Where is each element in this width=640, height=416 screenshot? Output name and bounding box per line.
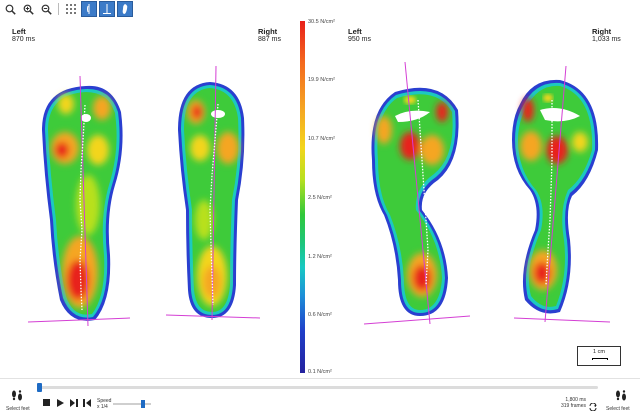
- color-scale-label: 0.6 N/cm²: [308, 312, 332, 318]
- color-scale-label: 19.9 N/cm²: [308, 77, 335, 83]
- pressure-color-scale: [300, 21, 305, 373]
- speed-label-group: Speed x 1/4: [97, 398, 111, 410]
- foot-side-label: Left: [348, 27, 362, 36]
- foot-side-label: Right: [592, 27, 612, 36]
- timeline-slider[interactable]: [37, 383, 598, 392]
- stop-icon[interactable]: [43, 399, 50, 408]
- footprints-icon[interactable]: [10, 389, 24, 408]
- step-forward-icon[interactable]: [70, 399, 78, 409]
- select-feet-label[interactable]: Select feet: [606, 406, 630, 412]
- scale-label: 1 cm: [593, 349, 605, 355]
- foot-label-right-2: Right 1,033 ms: [592, 28, 621, 44]
- swap-icon[interactable]: [589, 398, 597, 416]
- speed-label: Speed: [97, 398, 112, 404]
- foot-pressure-map-left-1: [27, 75, 131, 327]
- grid-icon[interactable]: [63, 1, 79, 17]
- playback-stats: 1,800 ms 319 frames: [556, 397, 586, 409]
- toolbar: [0, 0, 133, 18]
- speed-slider[interactable]: [113, 400, 151, 408]
- foot-side-label: Right: [258, 27, 278, 36]
- frames-label: 319 frames: [560, 403, 586, 409]
- scale-indicator: 1 cm: [577, 346, 621, 366]
- step-back-icon[interactable]: [83, 399, 91, 409]
- speed-slider-handle[interactable]: [141, 400, 145, 408]
- footprints-icon[interactable]: [614, 389, 628, 408]
- color-scale-label: 1.2 N/cm²: [308, 254, 332, 260]
- zoom-in-icon[interactable]: [20, 1, 36, 17]
- foot-time-label: 950 ms: [348, 36, 371, 43]
- speed-value: x 1/4: [97, 404, 108, 410]
- scale-bar: [592, 358, 608, 360]
- color-scale-label: 2.5 N/cm²: [308, 195, 332, 201]
- foot-side-label: Left: [12, 27, 26, 36]
- foot-label-left-2: Left 950 ms: [348, 28, 371, 44]
- two-feet-view-icon[interactable]: [99, 1, 115, 17]
- zoom-fit-icon[interactable]: [2, 1, 18, 17]
- divider: [0, 378, 640, 379]
- foot-outline-icon[interactable]: [117, 1, 133, 17]
- foot-time-label: 1,033 ms: [592, 36, 621, 43]
- zoom-out-icon[interactable]: [38, 1, 54, 17]
- foot-time-label: 870 ms: [12, 36, 35, 43]
- toolbar-separator: [58, 3, 59, 15]
- duration-label: 1,800 ms: [565, 397, 586, 403]
- foot-label-left-1: Left 870 ms: [12, 28, 35, 44]
- foot-time-label: 887 ms: [258, 36, 281, 43]
- foot-pressure-map-right-1: [165, 65, 261, 321]
- foot-pressure-map-right-2: [512, 65, 611, 323]
- color-scale-label: 0.1 N/cm²: [308, 369, 332, 375]
- select-feet-label[interactable]: Select feet: [6, 406, 30, 412]
- color-scale-label: 30.5 N/cm²: [308, 19, 335, 25]
- foot-label-right-1: Right 887 ms: [258, 28, 281, 44]
- timeline-handle[interactable]: [37, 383, 42, 392]
- play-icon[interactable]: [57, 399, 64, 409]
- foot-pressure-map-left-2: [363, 61, 471, 325]
- color-scale-label: 10.7 N/cm²: [308, 136, 335, 142]
- single-foot-view-icon[interactable]: [81, 1, 97, 17]
